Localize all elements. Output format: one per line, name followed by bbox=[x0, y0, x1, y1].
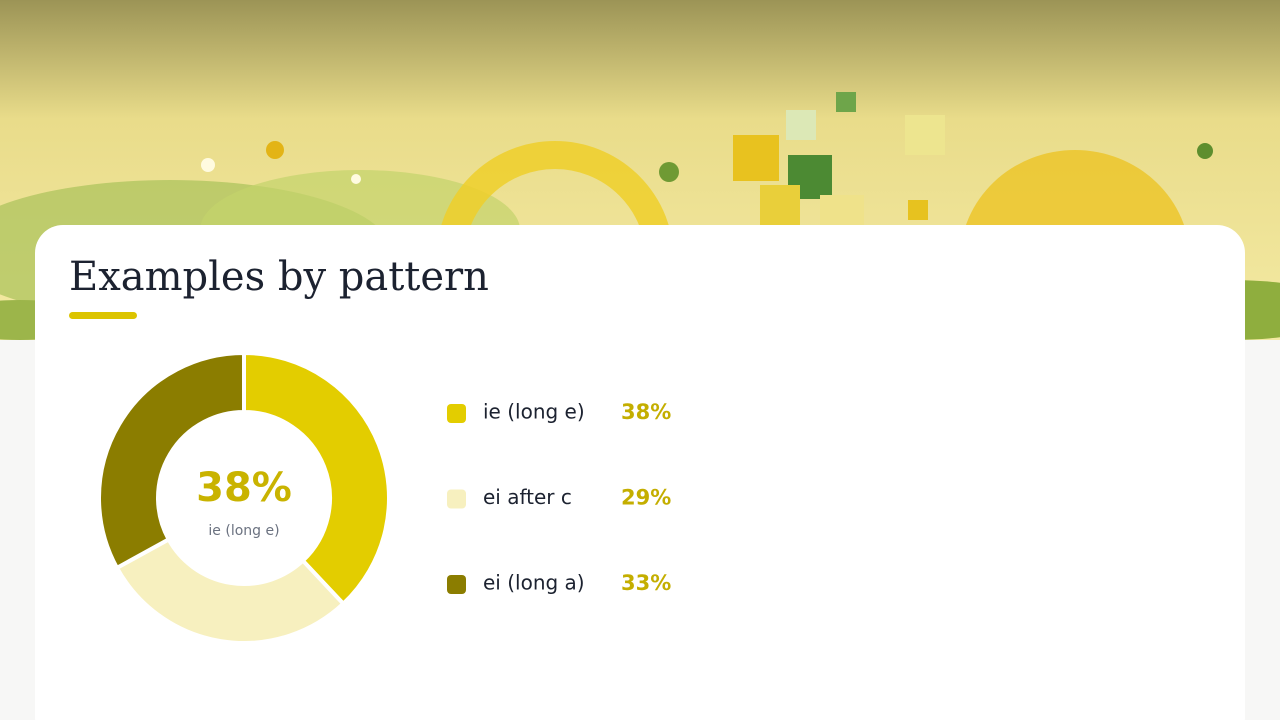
legend-value: 38% bbox=[621, 400, 671, 424]
legend-swatch bbox=[447, 404, 466, 423]
legend-label: ei after c bbox=[483, 485, 572, 509]
legend-value: 29% bbox=[621, 486, 671, 510]
donut-segment bbox=[97, 350, 246, 571]
chart-title: Examples by pattern bbox=[69, 254, 489, 300]
legend-label: ei (long a) bbox=[483, 571, 585, 595]
center-value: 38% bbox=[196, 465, 292, 511]
legend: ie (long e) 38% ei after c 29% ei (long a) 33… bbox=[447, 400, 671, 595]
center-label: ie (long e) bbox=[208, 523, 279, 539]
donut-segment bbox=[114, 536, 347, 645]
legend-label: ie (long e) bbox=[483, 400, 585, 424]
legend-swatch bbox=[447, 575, 466, 594]
legend-value: 33% bbox=[621, 571, 671, 595]
title-underline bbox=[69, 312, 137, 319]
donut bbox=[97, 350, 391, 645]
donut-segment bbox=[242, 350, 391, 607]
legend-swatch bbox=[447, 489, 466, 509]
